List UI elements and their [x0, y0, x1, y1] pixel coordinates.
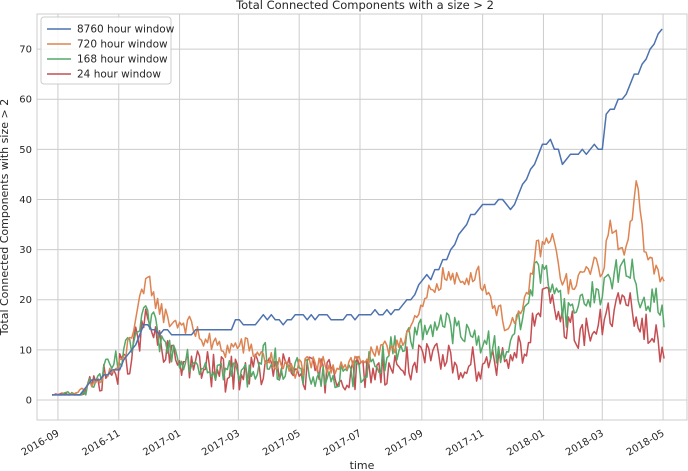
x-tick-label: 2017-01	[141, 428, 183, 458]
y-tick-label: 70	[19, 45, 32, 56]
x-tick-label: 2018-03	[564, 428, 606, 458]
series-line-8760-hour	[52, 28, 663, 396]
chart-title: Total Connected Components with a size >…	[235, 0, 494, 12]
y-tick-label: 40	[19, 195, 32, 206]
x-tick-label: 2017-03	[200, 428, 242, 458]
x-tick-label: 2017-09	[384, 428, 426, 458]
legend-entry: 720 hour window	[77, 39, 168, 51]
y-tick-label: 50	[19, 145, 32, 156]
y-tick-label: 10	[19, 345, 32, 356]
y-tick-label: 0	[26, 395, 32, 406]
x-tick-label: 2016-11	[81, 428, 123, 458]
series-line-720-hour	[52, 180, 665, 396]
x-tick-label: 2017-05	[261, 428, 303, 458]
x-tick-label: 2018-05	[625, 428, 667, 458]
x-tick-label: 2018-01	[505, 428, 547, 458]
plot-area-border	[36, 13, 688, 421]
legend-box	[40, 16, 172, 85]
legend-entry: 168 hour window	[77, 54, 168, 66]
y-tick-label: 60	[19, 95, 32, 106]
y-tick-label: 30	[19, 245, 32, 256]
legend: 8760 hour window 720 hour window 168 hour …	[40, 16, 175, 85]
legend-entry: 24 hour window	[77, 69, 161, 81]
x-axis-label: time	[350, 459, 375, 471]
series-lines	[51, 28, 665, 396]
x-tick-label: 2017-11	[444, 428, 486, 458]
x-tick-label: 2016-09	[20, 428, 62, 458]
series-line-168-hour	[51, 258, 665, 396]
x-axis-tick-labels: 2016-09 2016-11 2017-01 2017-03 2017-05 2017-…	[20, 428, 667, 458]
legend-entry: 8760 hour window	[77, 24, 175, 36]
y-axis-label: Total Connected Components with size > 2	[0, 99, 11, 336]
grid-lines	[37, 14, 687, 420]
x-tick-label: 2017-07	[322, 428, 364, 458]
y-axis-tick-labels: 0 10 20 30 40 50 60 70	[19, 45, 32, 407]
y-tick-label: 20	[19, 295, 32, 306]
